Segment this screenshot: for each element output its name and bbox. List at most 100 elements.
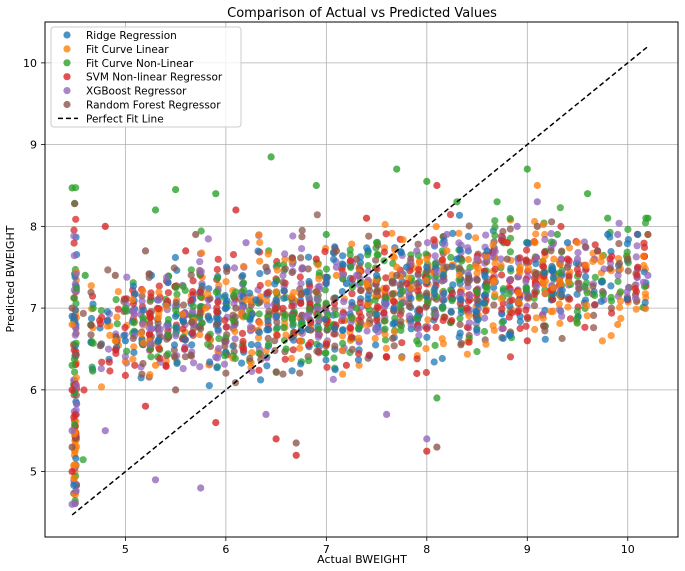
- scatter-point: [506, 248, 514, 256]
- scatter-point: [598, 278, 606, 286]
- scatter-point: [114, 288, 122, 296]
- scatter-point: [248, 349, 256, 357]
- scatter-point: [383, 353, 391, 361]
- scatter-point: [396, 281, 404, 289]
- scatter-point: [68, 443, 76, 451]
- scatter-point: [516, 317, 524, 326]
- scatter-point: [506, 225, 514, 233]
- scatter-point: [141, 247, 150, 255]
- scatter-point: [424, 316, 432, 324]
- scatter-point: [457, 339, 465, 347]
- scatter-point: [614, 271, 622, 279]
- scatter-point: [464, 232, 472, 240]
- scatter-point: [480, 327, 489, 336]
- scatter-point: [312, 288, 320, 296]
- scatter-point: [541, 248, 549, 256]
- scatter-point: [640, 239, 648, 247]
- scatter-point: [138, 320, 147, 328]
- y-tick-label: 7: [30, 302, 37, 315]
- legend-label: Perfect Fit Line: [86, 113, 164, 125]
- scatter-point: [453, 255, 461, 263]
- scatter-point: [181, 336, 189, 344]
- scatter-point: [164, 350, 172, 358]
- scatter-point: [565, 278, 573, 286]
- scatter-point: [423, 325, 431, 333]
- scatter-point: [346, 246, 354, 254]
- scatter-point: [407, 255, 415, 263]
- scatter-point: [473, 275, 481, 284]
- scatter-point: [438, 335, 446, 343]
- scatter-point: [413, 337, 421, 345]
- scatter-point: [607, 332, 615, 340]
- scatter-point: [155, 305, 163, 313]
- scatter-point: [281, 265, 289, 273]
- scatter-point: [456, 320, 464, 329]
- scatter-point: [553, 230, 562, 239]
- scatter-point: [498, 305, 506, 313]
- scatter-point: [616, 303, 624, 311]
- scatter-point: [281, 250, 289, 258]
- scatter-point: [348, 240, 356, 248]
- scatter-point: [145, 270, 153, 278]
- scatter-point: [540, 263, 548, 271]
- scatter-point: [196, 309, 204, 318]
- scatter-point: [298, 233, 306, 241]
- x-axis-label: Actual BWEIGHT: [317, 553, 407, 566]
- scatter-point: [290, 328, 298, 336]
- scatter-point: [214, 274, 222, 282]
- scatter-point: [465, 312, 473, 320]
- scatter-point: [112, 296, 120, 304]
- scatter-point: [352, 304, 361, 312]
- scatter-point: [373, 310, 381, 319]
- scatter-point: [539, 257, 547, 265]
- legend: Ridge Regression Fit Curve Linear Fit Curv…: [50, 26, 242, 128]
- scatter-point: [455, 271, 463, 279]
- scatter-point: [322, 280, 330, 288]
- scatter-point: [279, 278, 287, 286]
- scatter-point: [389, 334, 397, 342]
- scatter-point: [279, 271, 287, 279]
- scatter-point: [196, 331, 204, 339]
- scatter-point: [482, 231, 490, 239]
- scatter-point: [87, 331, 95, 339]
- scatter-point: [555, 269, 564, 277]
- scatter-point: [541, 269, 549, 277]
- scatter-point: [322, 265, 331, 273]
- scatter-point: [382, 284, 390, 292]
- scatter-point: [340, 298, 348, 306]
- scatter-point: [313, 211, 321, 219]
- scatter-point: [264, 317, 272, 325]
- scatter-point: [415, 266, 423, 274]
- scatter-point: [222, 369, 230, 377]
- scatter-point: [365, 351, 373, 359]
- scatter-point: [524, 293, 533, 301]
- scatter-point: [481, 314, 489, 322]
- scatter-point: [214, 325, 222, 334]
- scatter-point: [624, 267, 632, 275]
- scatter-point: [625, 283, 633, 291]
- scatter-point: [151, 361, 160, 369]
- scatter-point: [238, 359, 246, 367]
- scatter-point: [321, 248, 329, 256]
- scatter-point: [339, 339, 347, 347]
- scatter-point: [289, 319, 297, 328]
- scatter-point: [230, 264, 239, 272]
- scatter-point: [204, 235, 212, 243]
- scatter-point: [197, 268, 205, 276]
- scatter-point: [197, 325, 205, 333]
- scatter-point: [305, 357, 313, 365]
- scatter-point: [296, 337, 304, 345]
- scatter-point: [179, 301, 188, 309]
- scatter-point: [431, 284, 439, 292]
- scatter-point: [271, 305, 279, 313]
- scatter-point: [522, 256, 530, 264]
- legend-marker: [63, 59, 71, 67]
- scatter-point: [101, 427, 109, 435]
- scatter-point: [296, 344, 304, 352]
- scatter-point: [70, 239, 78, 247]
- y-tick-label: 6: [30, 384, 37, 397]
- scatter-point: [89, 367, 97, 375]
- scatter-point: [104, 345, 113, 353]
- scatter-point: [382, 294, 390, 302]
- scatter-point: [287, 354, 296, 363]
